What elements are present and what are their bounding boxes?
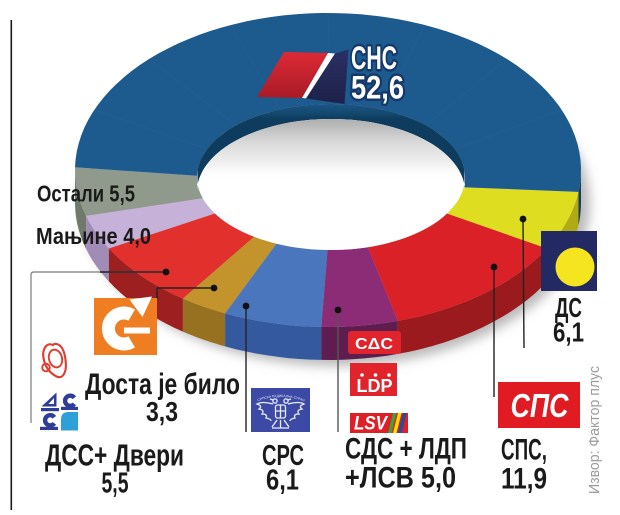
svg-text:+ЛСВ 5,0: +ЛСВ 5,0 (345, 462, 456, 495)
svg-text:Доста је било: Доста је било (85, 368, 240, 401)
svg-text:Извор: Фактор плус: Извор: Фактор плус (586, 366, 603, 494)
svg-text:СРС: СРС (262, 440, 304, 472)
svg-text:СПС,: СПС, (501, 434, 547, 467)
svg-text:LSV: LSV (354, 413, 389, 435)
svg-text:Остали 5,5: Остали 5,5 (37, 181, 135, 207)
svg-text:СДС + ЛДП: СДС + ЛДП (345, 433, 467, 466)
svg-text:LDP: LDP (357, 376, 393, 396)
svg-text:Мањине 4,0: Мањине 4,0 (36, 223, 151, 249)
svg-text:6,1: 6,1 (266, 465, 299, 497)
svg-text:11,9: 11,9 (501, 463, 547, 496)
svg-text:СПС: СПС (511, 387, 570, 424)
svg-text:ДСС+ Двери: ДСС+ Двери (45, 438, 184, 473)
svg-text:СНС: СНС (351, 40, 397, 76)
svg-text:5,5: 5,5 (102, 468, 129, 500)
svg-text:ДС: ДС (555, 292, 582, 323)
svg-text:6,1: 6,1 (553, 317, 584, 348)
svg-text:52,6: 52,6 (351, 70, 404, 106)
svg-text:СΔС: СΔС (355, 336, 393, 353)
svg-text:3,3: 3,3 (146, 396, 178, 427)
